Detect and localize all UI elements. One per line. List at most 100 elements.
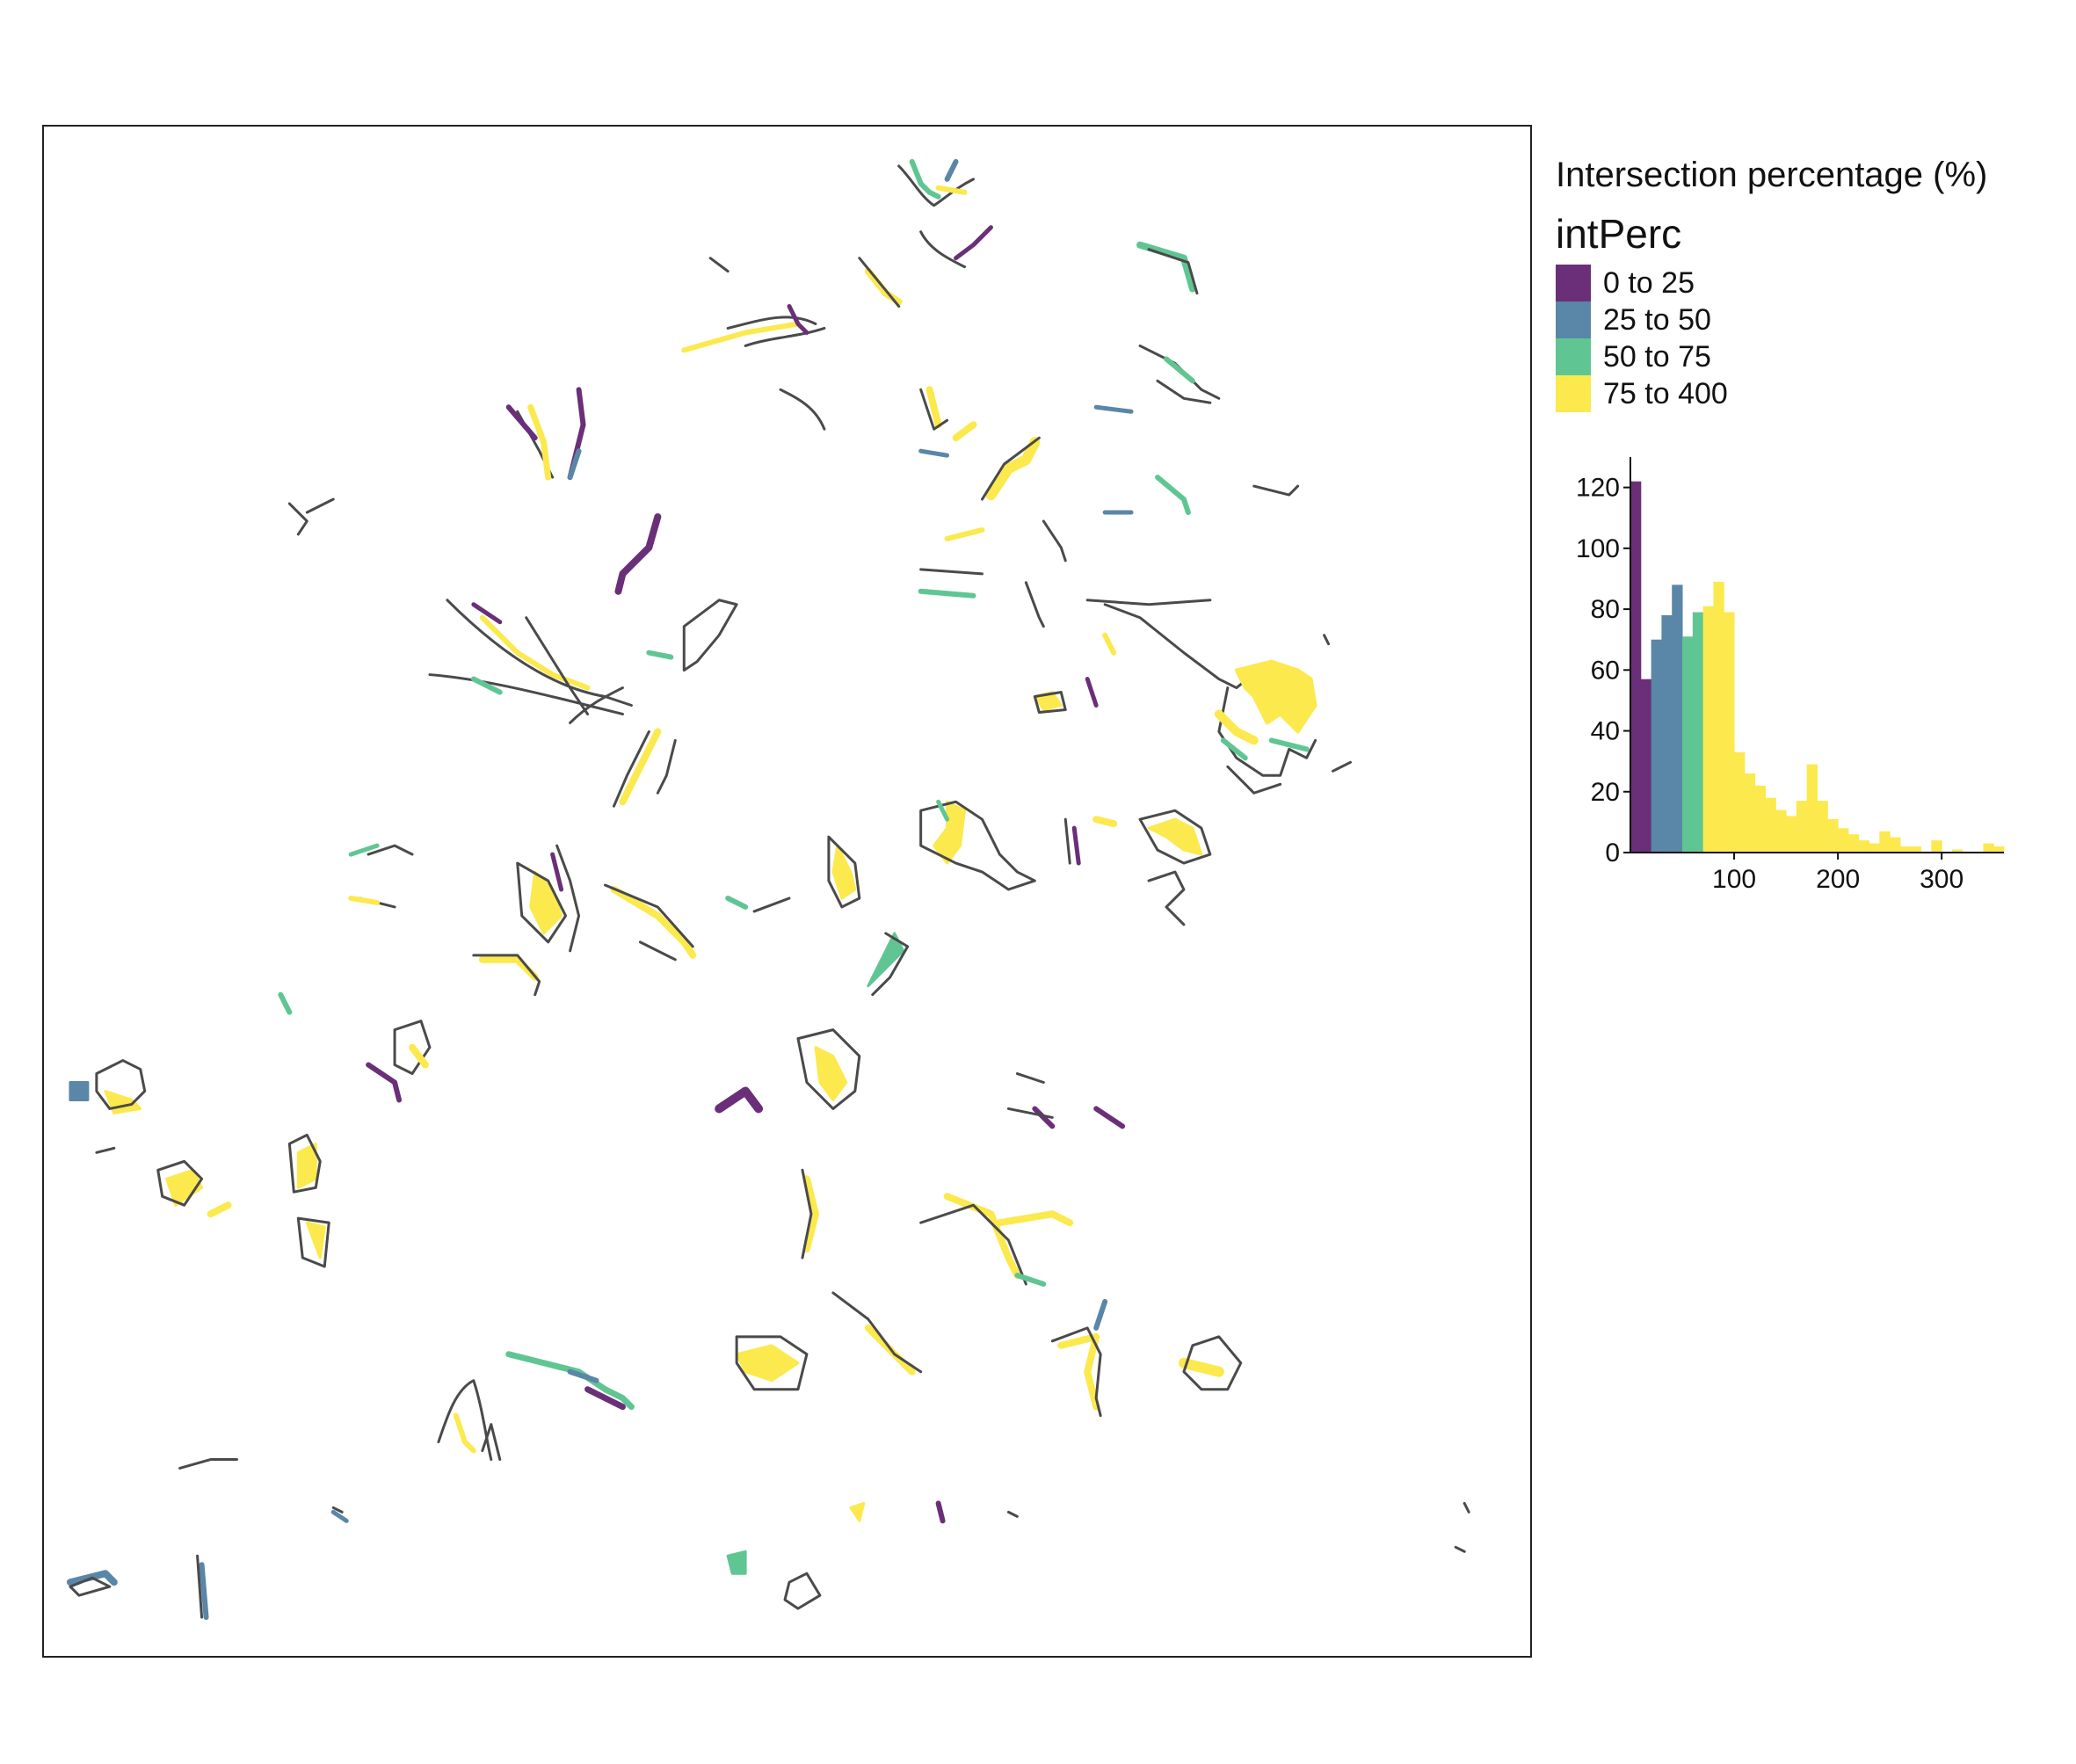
feature-fill — [867, 932, 905, 988]
feature-fill — [1147, 817, 1203, 856]
feature-group-west — [69, 991, 432, 1268]
histogram-bar — [1827, 818, 1839, 853]
feature-fill — [787, 304, 809, 335]
x-tick-label: 100 — [1712, 865, 1756, 894]
feature-fill — [610, 886, 697, 959]
feature-outline — [481, 1423, 502, 1462]
feature-fill — [814, 1046, 848, 1101]
feature-outline — [1050, 1326, 1102, 1418]
feature-fill — [505, 404, 538, 441]
legend-class-list: 0 to 25 25 to 50 50 to 75 75 to 400 — [1556, 265, 2065, 412]
feature-outline — [1063, 817, 1071, 865]
feature-fill — [614, 512, 662, 595]
feature-outline — [1015, 1072, 1045, 1084]
feature-outline — [919, 1203, 1027, 1286]
histogram-bar — [1817, 801, 1828, 853]
map-legend: Intersection percentage (%) intPerc 0 to… — [1556, 154, 2065, 412]
feature-outline — [919, 568, 984, 576]
histogram-bar — [1858, 840, 1870, 853]
map-canvas[interactable] — [44, 127, 1530, 1656]
map-frame[interactable] — [42, 125, 1532, 1658]
feature-fill — [527, 403, 552, 481]
feature-fill — [849, 1501, 866, 1522]
feature-outline — [980, 436, 1041, 501]
legend-item: 0 to 25 — [1556, 265, 2065, 301]
feature-fill — [1032, 1106, 1056, 1129]
feature-fill — [1085, 677, 1099, 708]
feature-outline — [708, 257, 730, 273]
histogram-bar — [1983, 843, 1994, 853]
feature-group-central-north — [918, 344, 1300, 628]
histogram-bar — [1702, 606, 1714, 853]
feature-outline — [516, 861, 568, 944]
feature-outline — [95, 1059, 147, 1110]
feature-group-east — [1033, 599, 1352, 795]
feature-outline — [1147, 870, 1186, 926]
histogram-bar — [1734, 751, 1746, 853]
feature-outline — [95, 1146, 116, 1154]
feature-fill — [715, 1086, 764, 1114]
legend-item-label: 75 to 400 — [1603, 376, 1728, 410]
histogram-bar — [1630, 481, 1642, 853]
feature-outline — [1006, 1107, 1054, 1119]
feature-outline — [796, 1028, 861, 1110]
y-tick-label: 0 — [1605, 838, 1620, 867]
feature-fill — [305, 1221, 326, 1259]
feature-outline — [446, 599, 633, 707]
feature-outline — [919, 800, 1036, 891]
feature-outline — [612, 730, 650, 808]
feature-outline — [827, 835, 861, 909]
feature-outline — [1138, 809, 1212, 865]
feature-outline — [735, 1335, 809, 1391]
feature-outline — [367, 844, 414, 856]
y-tick-label: 20 — [1591, 778, 1620, 807]
feature-group-left-central — [428, 599, 738, 808]
feature-group-south — [178, 1168, 1470, 1514]
feature-fill — [470, 676, 503, 695]
feature-fill — [348, 843, 380, 857]
feature-fill — [453, 1412, 476, 1454]
legend-swatch — [1556, 265, 1591, 301]
feature-fill — [918, 588, 976, 599]
histogram-bar — [1931, 840, 1942, 853]
feature-fill — [1093, 404, 1134, 414]
feature-fill — [952, 421, 977, 442]
feature-fill — [165, 1168, 204, 1207]
feature-outline — [525, 616, 590, 715]
legend-swatch — [1556, 375, 1591, 412]
y-tick-label: 80 — [1591, 595, 1620, 624]
feature-outline — [1454, 1545, 1466, 1553]
feature-fill — [725, 895, 749, 910]
feature-group-northwest — [287, 304, 977, 595]
feature-fill — [1214, 709, 1259, 745]
feature-outline — [1042, 519, 1067, 563]
feature-outline — [428, 673, 624, 715]
feature-fill — [1178, 1357, 1224, 1377]
feature-outline — [331, 1506, 344, 1514]
feature-fill — [936, 799, 950, 822]
histogram-bar — [1910, 846, 1922, 853]
feature-fill — [954, 225, 993, 261]
x-tick-label: 200 — [1816, 865, 1860, 894]
feature-fill — [330, 1509, 349, 1523]
histogram-bar — [1672, 584, 1683, 853]
feature-group-far-south — [66, 1500, 1466, 1621]
feature-fill — [567, 1368, 599, 1383]
feature-fill — [296, 1142, 317, 1189]
feature-outline — [178, 1458, 238, 1470]
feature-fill — [726, 1550, 747, 1575]
feature-outline — [1463, 1501, 1470, 1514]
histogram-bar — [1765, 797, 1776, 853]
feature-outline — [871, 932, 910, 997]
feature-outline — [287, 1133, 322, 1194]
feature-outline — [858, 257, 901, 309]
feature-outline — [1323, 634, 1331, 646]
feature-outline — [656, 738, 677, 795]
legend-title: Intersection percentage (%) — [1556, 156, 1988, 194]
feature-fill — [944, 158, 959, 182]
feature-outline — [555, 844, 581, 953]
feature-outline — [1147, 248, 1199, 295]
feature-outline — [638, 940, 677, 962]
histogram-bar — [1786, 816, 1797, 853]
histogram-bar — [1838, 828, 1849, 853]
